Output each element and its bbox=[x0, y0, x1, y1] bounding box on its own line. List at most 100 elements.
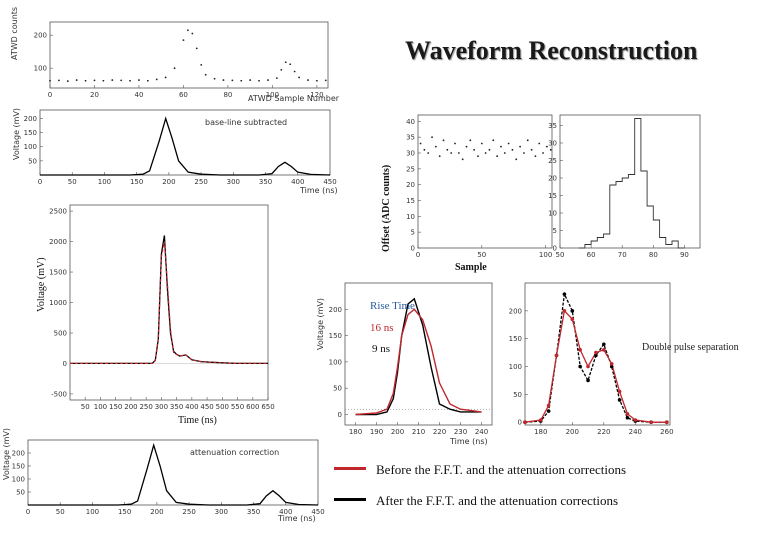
p1-point bbox=[75, 79, 78, 81]
p4-xlabel: Sample bbox=[455, 262, 487, 273]
p6-annotation-16ns: 16 ns bbox=[370, 322, 394, 334]
p5-ytick-label: 0 bbox=[553, 245, 557, 253]
p4-point bbox=[488, 148, 491, 151]
p1-point bbox=[182, 39, 185, 42]
p1-point bbox=[315, 79, 318, 82]
p4-frame bbox=[417, 114, 553, 249]
p7-point-before bbox=[554, 353, 559, 358]
p8-xtick-label: 200 bbox=[150, 508, 163, 516]
p8-ylabel: Voltage (mV) bbox=[2, 427, 11, 480]
p2-xtick-label: 250 bbox=[194, 178, 207, 186]
p4-point bbox=[419, 142, 422, 145]
p2-series-line bbox=[40, 116, 331, 176]
p1-point bbox=[66, 80, 69, 82]
p5-ytick-label: 25 bbox=[548, 157, 557, 165]
p1-point bbox=[267, 79, 269, 81]
p6-xlabel: Time (ns) bbox=[450, 437, 488, 446]
p8-xtick-label: 0 bbox=[26, 508, 30, 516]
p2-annotation: base-line subtracted bbox=[205, 118, 288, 127]
p7-point-before bbox=[649, 420, 653, 425]
p1-point bbox=[280, 68, 283, 71]
p7-xtick-label: 220 bbox=[597, 428, 610, 436]
p3-ytick-label: -500 bbox=[51, 390, 67, 398]
p8-xtick-label: 150 bbox=[118, 508, 131, 516]
p2-ytick-label: 100 bbox=[24, 143, 37, 151]
p4-xtick-label: 100 bbox=[539, 251, 552, 259]
p5-frame bbox=[559, 114, 701, 249]
p7-annotation: Double pulse separation bbox=[642, 342, 739, 353]
p2-ytick-label: 150 bbox=[24, 129, 37, 137]
p4-point bbox=[473, 148, 476, 151]
p3-xtick-label: 600 bbox=[246, 403, 259, 411]
p2-xtick-label: 200 bbox=[162, 178, 175, 186]
p3-xtick-label: 350 bbox=[170, 403, 183, 411]
p7-point-after bbox=[617, 398, 622, 402]
p4-ytick-label: 30 bbox=[406, 150, 415, 158]
p4-point bbox=[484, 152, 487, 154]
p1-point bbox=[240, 79, 243, 82]
p1-xtick-label: 20 bbox=[90, 91, 99, 99]
p4-point bbox=[465, 145, 468, 148]
p4-ytick-label: 5 bbox=[411, 229, 415, 237]
p6-xtick-label: 180 bbox=[349, 428, 362, 436]
p8-ytick-label: 150 bbox=[12, 463, 25, 471]
p1-point bbox=[293, 70, 296, 73]
p6-ytick-label: 100 bbox=[329, 358, 342, 366]
p4-point bbox=[450, 152, 453, 154]
p4-point bbox=[454, 142, 456, 145]
p1-point bbox=[146, 79, 149, 82]
p7-point-before bbox=[546, 403, 551, 408]
p1-point bbox=[138, 79, 140, 81]
p7-point-before bbox=[602, 348, 606, 352]
p1-ytick-label: 100 bbox=[34, 65, 47, 73]
p7-xtick-label: 260 bbox=[660, 428, 673, 436]
p8-ytick-label: 50 bbox=[16, 489, 25, 497]
p5-histogram-bars bbox=[578, 118, 685, 249]
p7-ytick-label: 150 bbox=[509, 335, 522, 343]
p5-ytick-label: 35 bbox=[548, 122, 557, 130]
p7-point-before bbox=[633, 418, 638, 422]
p7-point-before bbox=[562, 309, 567, 313]
p3-ytick-label: 500 bbox=[54, 329, 67, 337]
p2-xtick-label: 450 bbox=[323, 178, 336, 186]
p1-xtick-label: 120 bbox=[310, 91, 323, 99]
p4-ylabel: Offset (ADC counts) bbox=[381, 164, 392, 252]
p4-point bbox=[427, 152, 430, 154]
p8-xtick-label: 450 bbox=[311, 508, 324, 516]
p3-xtick-label: 500 bbox=[216, 403, 229, 411]
p2-ytick-label: 200 bbox=[24, 115, 37, 123]
p3-ytick-label: 0 bbox=[63, 360, 67, 368]
p3-xtick-label: 100 bbox=[94, 403, 107, 411]
p5-xtick-label: 90 bbox=[680, 251, 689, 259]
p3-xtick-label: 650 bbox=[261, 403, 274, 411]
legend-label-after: After the F.F.T. and the attenuation cor… bbox=[376, 493, 619, 508]
p4-ytick-label: 0 bbox=[411, 245, 415, 253]
p1-point bbox=[307, 79, 309, 81]
p1-point bbox=[298, 76, 300, 79]
p2-xtick-label: 300 bbox=[227, 178, 240, 186]
p6-series-before bbox=[355, 308, 482, 416]
p2-xtick-label: 400 bbox=[291, 178, 304, 186]
p7-point-after bbox=[625, 415, 630, 420]
p6-ytick-label: 200 bbox=[329, 306, 342, 314]
p4-point bbox=[431, 136, 433, 139]
p8-xtick-label: 100 bbox=[86, 508, 99, 516]
p1-ylabel: ATWD counts bbox=[10, 6, 19, 60]
p7-xtick-label: 240 bbox=[629, 428, 642, 436]
p8-xlabel: Time (ns) bbox=[278, 514, 316, 523]
p7-point-before bbox=[538, 418, 543, 422]
p6-xtick-label: 230 bbox=[454, 428, 467, 436]
p5-ytick-label: 10 bbox=[548, 210, 557, 218]
p1-point bbox=[57, 79, 60, 82]
p8-ytick-label: 100 bbox=[12, 476, 25, 484]
p5-ytick-label: 15 bbox=[548, 192, 557, 200]
p1-xlabel: ATWD Sample Number bbox=[248, 94, 340, 103]
p4-point bbox=[530, 148, 533, 151]
p4-ytick-label: 25 bbox=[406, 165, 415, 173]
p4-point bbox=[549, 148, 552, 151]
p1-point bbox=[275, 77, 278, 79]
p7-point-before bbox=[617, 389, 622, 394]
p7-xtick-label: 180 bbox=[534, 428, 547, 436]
p4-point bbox=[515, 158, 518, 161]
p5-ytick-label: 30 bbox=[548, 140, 557, 148]
